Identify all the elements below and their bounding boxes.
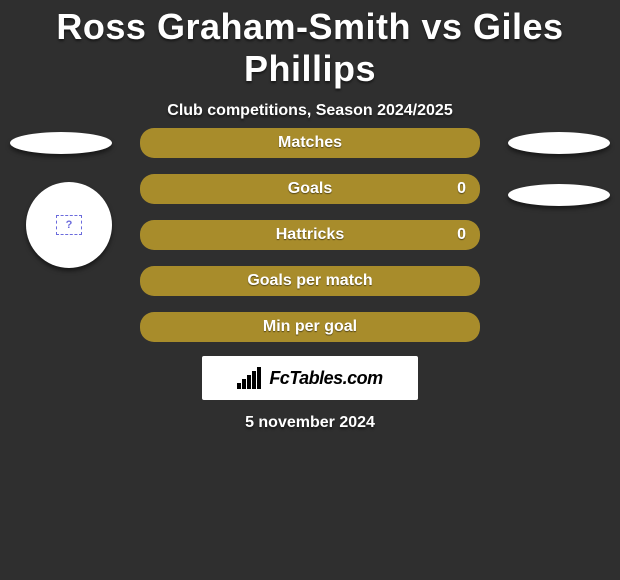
stat-bar-right-value: 0 xyxy=(457,226,466,244)
fctables-bars-icon xyxy=(237,367,263,389)
stat-bar-right-value: 0 xyxy=(457,180,466,198)
player-left-ellipse xyxy=(10,132,112,154)
page-title: Ross Graham-Smith vs Giles Phillips xyxy=(0,6,620,90)
stat-bar-min-per-goal: Min per goal xyxy=(140,312,480,342)
source-logo-text: FcTables.com xyxy=(269,368,382,389)
stat-bar-label: Goals xyxy=(140,180,480,198)
stat-bar-goals-per-match: Goals per match xyxy=(140,266,480,296)
page-subtitle: Club competitions, Season 2024/2025 xyxy=(0,102,620,120)
stat-bars: Matches Goals 0 Hattricks 0 Goals per ma… xyxy=(140,128,480,358)
flag-placeholder-icon: ? xyxy=(56,215,82,235)
player-right-ellipse-1 xyxy=(508,132,610,154)
stat-bar-matches: Matches xyxy=(140,128,480,158)
player-left-avatar: ? xyxy=(26,182,112,268)
stat-bar-label: Min per goal xyxy=(140,318,480,336)
player-right-ellipse-2 xyxy=(508,184,610,206)
source-logo: FcTables.com xyxy=(202,356,418,400)
comparison-infographic: Ross Graham-Smith vs Giles Phillips Club… xyxy=(0,6,620,580)
stat-bar-label: Matches xyxy=(140,134,480,152)
stat-bar-hattricks: Hattricks 0 xyxy=(140,220,480,250)
stat-bar-goals: Goals 0 xyxy=(140,174,480,204)
stat-bar-label: Hattricks xyxy=(140,226,480,244)
stat-bar-label: Goals per match xyxy=(140,272,480,290)
date-line: 5 november 2024 xyxy=(0,414,620,432)
